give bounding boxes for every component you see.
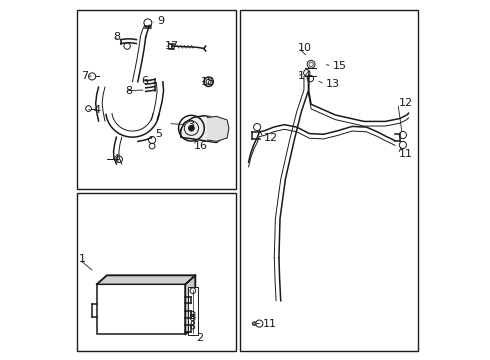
Text: 11: 11 xyxy=(398,149,413,159)
Circle shape xyxy=(189,125,194,131)
Text: 3: 3 xyxy=(187,120,194,130)
Text: 4: 4 xyxy=(112,154,119,163)
Text: 12: 12 xyxy=(398,98,413,108)
Text: 9: 9 xyxy=(157,16,165,26)
Bar xyxy=(97,284,185,334)
Text: 7: 7 xyxy=(81,71,88,81)
Text: 4: 4 xyxy=(93,105,100,115)
Polygon shape xyxy=(207,116,229,141)
Text: 13: 13 xyxy=(325,79,340,89)
Text: 10: 10 xyxy=(298,43,312,53)
Text: 16: 16 xyxy=(194,141,208,151)
Circle shape xyxy=(252,322,256,325)
Polygon shape xyxy=(97,275,196,284)
Text: 5: 5 xyxy=(155,129,162,139)
Text: 1: 1 xyxy=(79,254,86,264)
Text: 2: 2 xyxy=(196,333,203,343)
Bar xyxy=(188,287,198,336)
Text: 14: 14 xyxy=(298,71,312,81)
Text: 17: 17 xyxy=(165,41,179,51)
Text: 11: 11 xyxy=(263,319,277,329)
Text: 8: 8 xyxy=(113,32,120,42)
Bar xyxy=(240,10,418,351)
Text: 6: 6 xyxy=(142,76,148,86)
Text: 18: 18 xyxy=(200,77,215,87)
Polygon shape xyxy=(181,116,225,143)
Text: 12: 12 xyxy=(264,133,278,143)
Text: 8: 8 xyxy=(125,86,132,96)
Polygon shape xyxy=(185,275,196,334)
Text: 15: 15 xyxy=(333,61,346,71)
Bar xyxy=(77,193,236,351)
Bar xyxy=(77,10,236,189)
